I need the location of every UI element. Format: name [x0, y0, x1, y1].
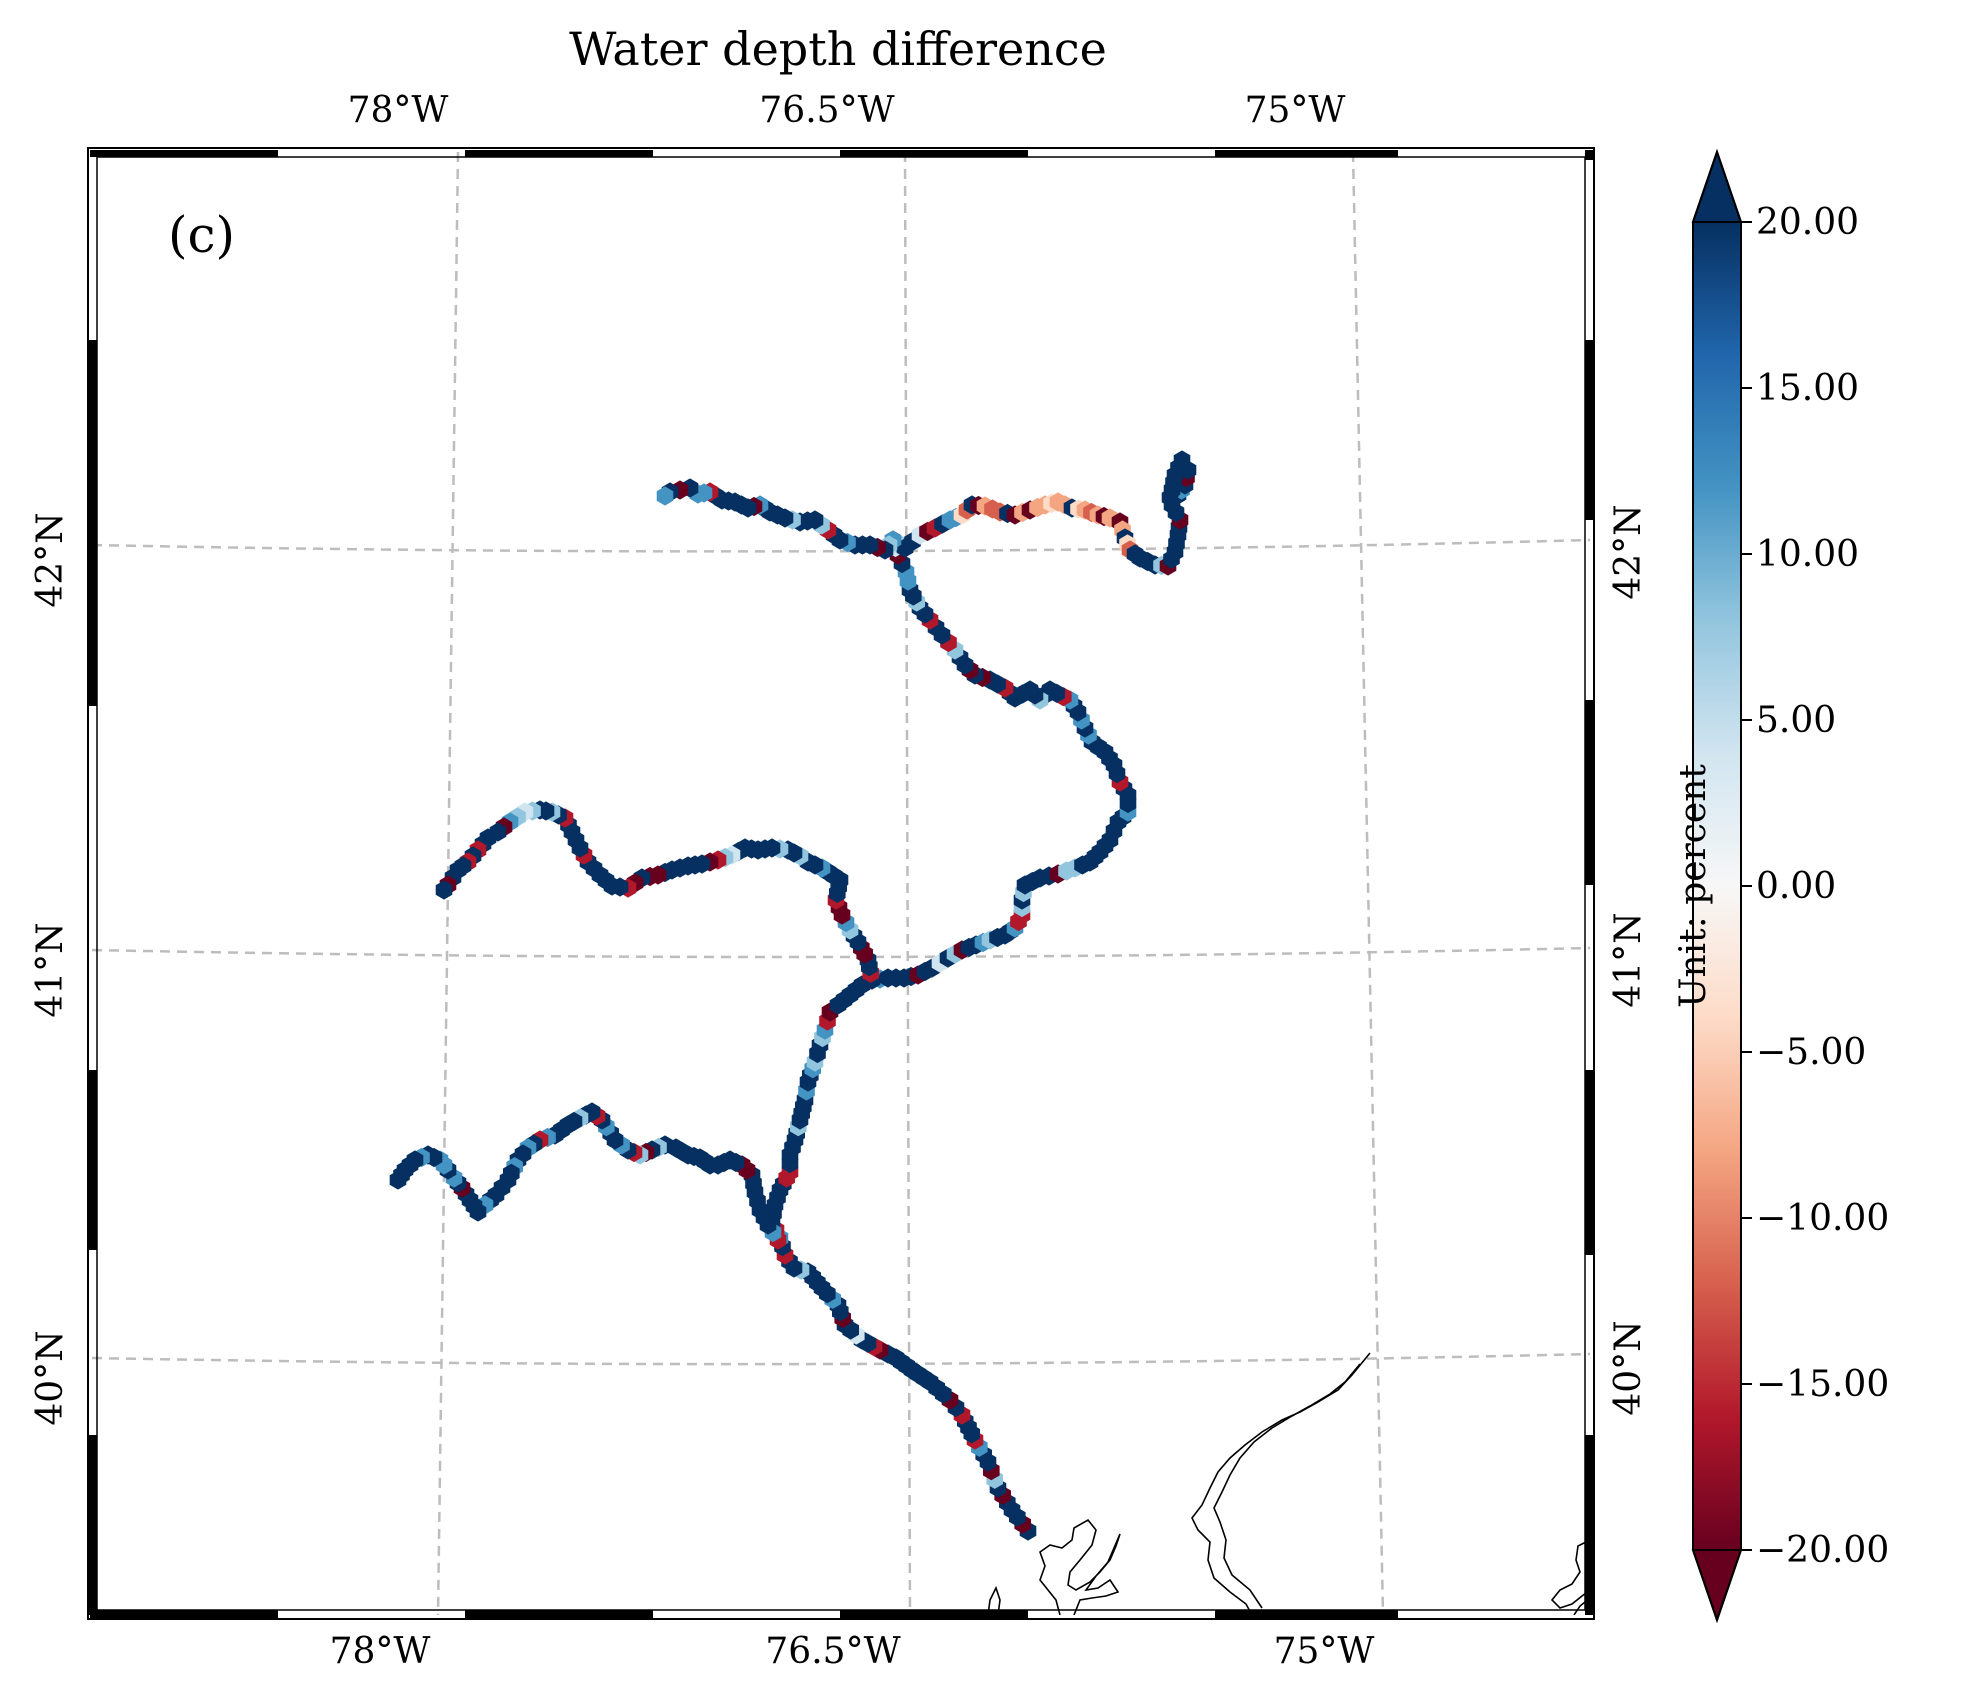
right-lat-label-41n: 41°N	[1608, 912, 1649, 1007]
frame-top-seg	[90, 150, 278, 157]
river-cell	[389, 1170, 407, 1190]
colorbar-extend-min	[1691, 1549, 1743, 1624]
frame-top-seg	[465, 150, 653, 157]
gridline-lat-41n	[92, 946, 1590, 959]
frame-left-seg	[88, 1070, 97, 1250]
frame-right-seg	[1585, 1070, 1594, 1255]
frame-right-seg	[1585, 700, 1594, 885]
coastline-delaware-bay	[1191, 1352, 1371, 1615]
colorbar-ticks: 20.00 15.00 10.00 5.00 0.00 −5.00 −10.00 −15.00…	[1741, 202, 1889, 1571]
frame-bottom-seg	[1215, 1610, 1398, 1618]
colorbar-tick-label: −10.00	[1756, 1198, 1889, 1239]
top-lon-label-78w: 78°W	[348, 90, 449, 131]
river-cell	[656, 486, 674, 506]
coastlines	[987, 1352, 1590, 1615]
colorbar: 20.00 15.00 10.00 5.00 0.00 −5.00 −10.00 −15.00…	[1673, 148, 1889, 1624]
bottom-lon-label-76-5w: 76.5°W	[765, 1631, 900, 1672]
colorbar-tick-label: 10.00	[1756, 534, 1859, 575]
top-lon-label-76-5w: 76.5°W	[759, 90, 894, 131]
right-lat-label-40n: 40°N	[1608, 1320, 1649, 1415]
colorbar-gradient	[1693, 222, 1741, 1550]
colorbar-label: Unit: percent	[1673, 764, 1714, 1008]
right-lat-label-42n: 42°N	[1608, 504, 1649, 599]
frame-top-seg	[840, 150, 1028, 157]
colorbar-tick-label: 15.00	[1756, 368, 1859, 409]
map-area: (c)	[87, 147, 1595, 1620]
frame-left-seg	[88, 340, 97, 706]
river-cell	[1161, 487, 1179, 508]
colorbar-tick-label: −20.00	[1756, 1530, 1889, 1571]
frame-bottom-seg	[840, 1610, 1028, 1618]
frame-bottom-seg	[465, 1610, 653, 1618]
left-lat-label-41n: 41°N	[30, 922, 71, 1017]
gridline-lat-40n	[92, 1352, 1590, 1366]
frame-right-seg	[1585, 340, 1594, 520]
frame-right-seg	[1585, 1435, 1594, 1615]
frame-left-seg	[88, 1435, 97, 1615]
gridline-lon-75w	[1351, 152, 1385, 1615]
colorbar-tick-label: 20.00	[1756, 202, 1859, 243]
bottom-lon-label-78w: 78°W	[330, 1631, 431, 1672]
coastline-chesapeake-upper	[1039, 1518, 1121, 1615]
river-cell	[435, 880, 453, 900]
bottom-lon-label-75w: 75°W	[1274, 1631, 1375, 1672]
left-lat-label-42n: 42°N	[30, 512, 71, 607]
colorbar-tick-label: −5.00	[1756, 1032, 1866, 1073]
gridline-lat-42n	[92, 538, 1590, 553]
gridline-lon-76-5w	[903, 152, 912, 1615]
frame-top-seg	[1215, 150, 1398, 157]
colorbar-extend-max	[1691, 148, 1743, 223]
colorbar-tick-label: 0.00	[1756, 866, 1836, 907]
left-lat-label-40n: 40°N	[30, 1330, 71, 1425]
river-network	[389, 450, 1197, 1541]
frame-bottom-seg	[90, 1610, 278, 1618]
colorbar-tick-label: −15.00	[1756, 1364, 1889, 1405]
graticule	[92, 152, 1590, 1615]
top-lon-label-75w: 75°W	[1245, 90, 1346, 131]
map-title: Water depth difference	[569, 22, 1107, 76]
colorbar-tick-label: 5.00	[1756, 700, 1836, 741]
map-frame	[87, 147, 1595, 1620]
coastline-potomac	[987, 1585, 1001, 1615]
panel-label: (c)	[168, 206, 235, 264]
frame-right-seg	[1585, 150, 1594, 160]
